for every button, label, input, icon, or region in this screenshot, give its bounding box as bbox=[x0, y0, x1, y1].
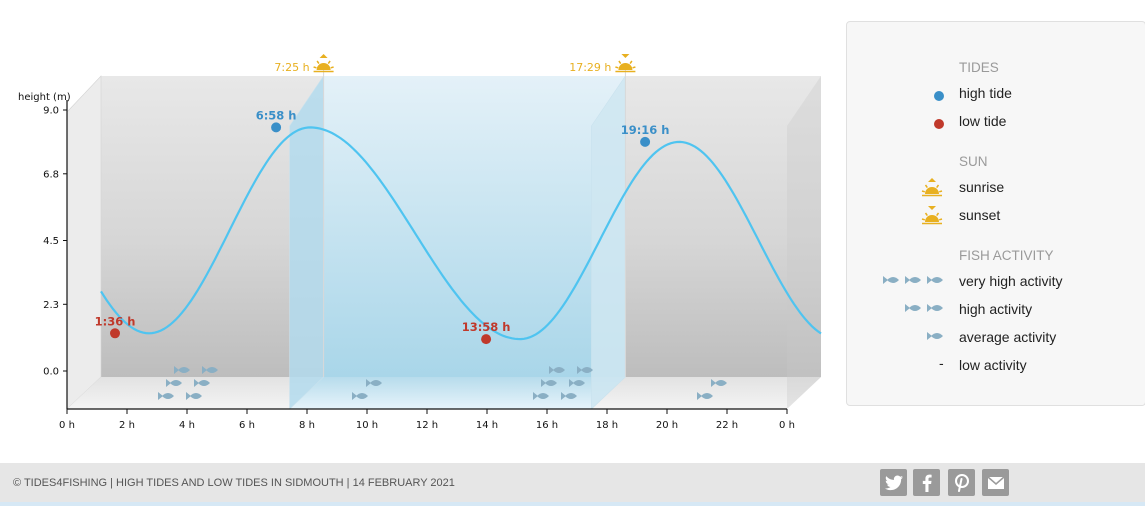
night-wall-morning bbox=[101, 76, 324, 377]
legend-sunrise: sunrise bbox=[959, 179, 1005, 195]
x-tick-label: 4 h bbox=[179, 420, 195, 431]
y-tick-label: 2.3 bbox=[43, 300, 59, 311]
low-tide-point bbox=[481, 334, 492, 345]
legend-low-tide: low tide bbox=[959, 113, 1007, 129]
fish-activity-group bbox=[533, 366, 593, 400]
email-icon[interactable] bbox=[982, 469, 1009, 496]
legend-very-high-activity: very high activity bbox=[959, 273, 1063, 289]
legend-high-tide: high tide bbox=[959, 85, 1012, 101]
high-tide-dot-icon bbox=[933, 89, 945, 107]
low-tide-label: 1:36 h bbox=[95, 314, 136, 328]
floor-night-morning bbox=[67, 377, 324, 409]
y-axis-label: height (m) bbox=[18, 92, 71, 103]
average-activity-icon bbox=[923, 328, 945, 349]
sunrise-icon bbox=[313, 54, 334, 73]
sunset-time-label: 17:29 h bbox=[569, 61, 611, 74]
high-activity-icon bbox=[901, 300, 945, 321]
legend-average-activity: average activity bbox=[959, 329, 1057, 345]
footer-text: © TIDES4FISHING | HIGH TIDES AND LOW TID… bbox=[13, 477, 455, 489]
x-tick-label: 10 h bbox=[356, 420, 378, 431]
high-tide-point bbox=[271, 122, 282, 133]
legend-fish-header: FISH ACTIVITY bbox=[959, 248, 1054, 263]
sunset-icon bbox=[921, 205, 943, 232]
low-tide-point bbox=[110, 328, 120, 339]
tide-curve bbox=[100, 126, 822, 341]
low-activity-dash-icon: - bbox=[939, 355, 944, 371]
low-tide-label: 13:58 h bbox=[462, 320, 511, 334]
low-tide-dot-icon bbox=[933, 117, 945, 135]
footer: © TIDES4FISHING | HIGH TIDES AND LOW TID… bbox=[0, 463, 1145, 502]
day-wall bbox=[323, 76, 626, 377]
x-tick-label: 20 h bbox=[656, 420, 678, 431]
x-tick-label: 14 h bbox=[476, 420, 498, 431]
tide-chart: height (m) 9.0 6.8 4.5 2.3 0.0 0 h 2 h 4 h 6 h 8 h… bbox=[18, 54, 822, 431]
x-tick-label: 12 h bbox=[416, 420, 438, 431]
legend-tides-header: TIDES bbox=[959, 60, 999, 75]
sunrise-time-label: 7:25 h bbox=[274, 61, 309, 74]
legend-low-activity: low activity bbox=[959, 357, 1027, 373]
legend-sunset: sunset bbox=[959, 207, 1001, 223]
legend-sun-header: SUN bbox=[959, 154, 988, 169]
high-tide-point bbox=[640, 136, 651, 147]
y-tick-label: 0.0 bbox=[43, 367, 59, 378]
footer-divider bbox=[0, 502, 1145, 506]
high-tide-label: 6:58 h bbox=[256, 108, 297, 122]
fish-activity-group bbox=[352, 379, 382, 400]
y-tick-label: 4.5 bbox=[43, 236, 59, 247]
legend-high-activity: high activity bbox=[959, 301, 1033, 317]
x-tick-label: 18 h bbox=[596, 420, 618, 431]
x-tick-label: 6 h bbox=[239, 420, 255, 431]
x-tick-label: 8 h bbox=[299, 420, 315, 431]
x-tick-label: 0 h bbox=[779, 420, 795, 431]
right-edge bbox=[787, 76, 821, 409]
fish-activity-group bbox=[697, 379, 727, 400]
x-tick-label: 0 h bbox=[59, 420, 75, 431]
sunrise-icon bbox=[921, 177, 943, 204]
night-wall-evening bbox=[625, 76, 821, 377]
x-tick-label: 2 h bbox=[119, 420, 135, 431]
y-tick-label: 9.0 bbox=[43, 106, 59, 117]
fish-activity-group bbox=[158, 366, 218, 400]
very-high-activity-icon bbox=[879, 272, 945, 293]
x-tick-label: 16 h bbox=[536, 420, 558, 431]
x-tick-label: 22 h bbox=[716, 420, 738, 431]
legend-panel: TIDES high tide low tide SUN sunrise sun… bbox=[846, 21, 1145, 406]
twitter-icon[interactable] bbox=[880, 469, 907, 496]
sunrise-pane bbox=[289, 75, 324, 410]
high-tide-label: 19:16 h bbox=[621, 123, 670, 137]
pinterest-icon[interactable] bbox=[948, 469, 975, 496]
y-tick-label: 6.8 bbox=[43, 169, 59, 180]
left-wall bbox=[66, 75, 102, 410]
facebook-icon[interactable] bbox=[913, 469, 940, 496]
sunset-icon bbox=[615, 54, 636, 73]
floor-night-evening bbox=[591, 377, 821, 409]
